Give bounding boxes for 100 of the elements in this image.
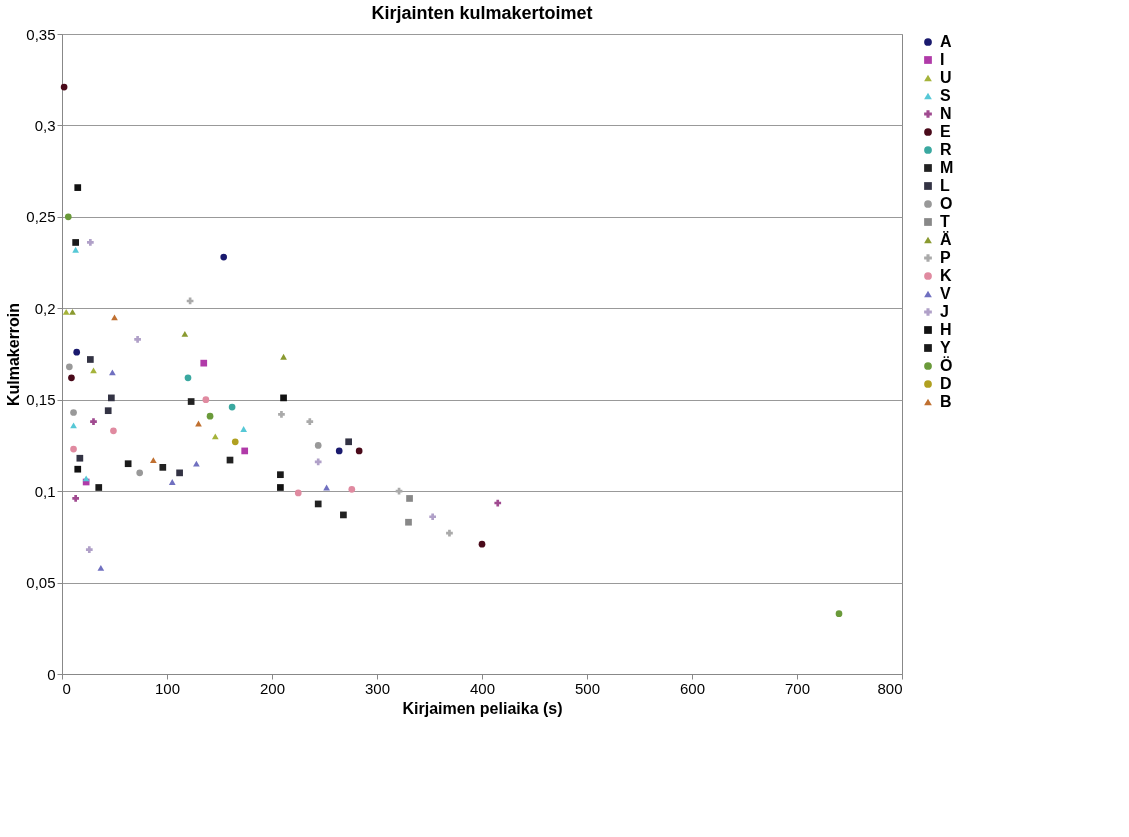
point	[62, 309, 70, 315]
y-tick-label: 0,2	[34, 299, 56, 317]
point	[70, 409, 77, 416]
point	[220, 253, 228, 261]
point	[494, 499, 502, 507]
point	[124, 460, 132, 468]
y-tick-label: 0,3	[34, 116, 56, 134]
point	[355, 447, 363, 455]
point	[406, 495, 413, 502]
point	[280, 394, 287, 402]
point	[134, 336, 141, 343]
point	[176, 469, 183, 477]
x-tick-label: 400	[469, 679, 496, 697]
legend-label: K	[940, 267, 952, 284]
legend-label: D	[940, 375, 952, 392]
point	[76, 454, 84, 462]
legend-label: E	[940, 123, 951, 140]
point	[85, 546, 93, 554]
y-tick-label: 0,25	[26, 208, 56, 226]
point	[335, 447, 343, 455]
point	[228, 403, 236, 411]
x-tick-label: 100	[154, 679, 181, 697]
point	[277, 471, 284, 479]
point	[104, 407, 112, 415]
point	[187, 398, 195, 405]
x-tick-label: 800	[877, 679, 903, 697]
point	[345, 438, 352, 446]
point	[95, 484, 103, 491]
x-tick-label: 600	[679, 679, 706, 697]
legend-label: R	[940, 141, 952, 158]
point	[211, 433, 219, 440]
point	[277, 484, 284, 491]
x-tick-label: 700	[784, 679, 811, 697]
point	[66, 363, 73, 371]
legend-label: Y	[940, 339, 951, 356]
point	[231, 438, 239, 446]
x-tick-label: 500	[574, 679, 601, 697]
y-tick-label: 0,35	[26, 25, 56, 43]
point	[70, 422, 77, 429]
point	[64, 213, 72, 221]
point	[278, 410, 285, 418]
point	[405, 518, 412, 526]
point	[69, 309, 76, 315]
legend-label: P	[940, 249, 951, 266]
point	[314, 458, 322, 466]
legend-label: V	[940, 285, 951, 302]
legend-label: U	[940, 69, 952, 86]
point	[446, 529, 453, 537]
legend-label: S	[940, 87, 951, 104]
y-tick-label: 0,05	[26, 574, 56, 592]
point	[90, 418, 97, 426]
point	[240, 426, 247, 432]
legend-label: M	[940, 159, 954, 176]
point	[72, 495, 79, 502]
point	[109, 369, 116, 376]
point	[73, 348, 81, 356]
legend-label: T	[940, 213, 950, 230]
point	[97, 565, 105, 571]
legend-label: I	[940, 51, 945, 68]
y-tick-label: 0,1	[34, 482, 56, 500]
point	[340, 511, 347, 519]
legend-label: B	[940, 393, 952, 410]
point	[478, 540, 486, 548]
point	[314, 500, 322, 508]
point	[87, 356, 94, 363]
legend-label: H	[940, 321, 952, 338]
x-tick-label: 0	[62, 679, 71, 697]
point	[70, 445, 77, 453]
legend-label: O	[940, 195, 953, 212]
legend-label: L	[940, 177, 950, 194]
y-tick-label: 0,15	[26, 391, 56, 409]
point	[294, 489, 302, 497]
legend-label: N	[940, 105, 952, 122]
point	[72, 239, 79, 246]
point	[184, 374, 192, 382]
point	[202, 396, 210, 404]
point	[193, 460, 200, 467]
point	[429, 513, 436, 521]
x-axis-title: Kirjaimen peliaika (s)	[402, 699, 563, 717]
point	[168, 479, 176, 485]
chart-title: Kirjainten kulmakertoimet	[371, 3, 593, 23]
point	[150, 457, 157, 463]
point	[74, 465, 82, 473]
point	[206, 412, 214, 420]
point	[241, 447, 249, 455]
point	[60, 83, 68, 91]
point	[348, 485, 356, 493]
point	[835, 610, 843, 617]
y-tick-label: 0	[47, 665, 56, 683]
point	[314, 442, 322, 449]
legend-label: J	[940, 303, 949, 320]
point	[306, 418, 314, 426]
point	[200, 359, 208, 367]
legend-label: A	[940, 33, 952, 50]
x-tick-label: 200	[259, 679, 286, 697]
legend-label: Ö	[940, 356, 953, 374]
point	[110, 427, 117, 435]
y-axis-title: Kulmakerroin	[5, 302, 23, 407]
point	[159, 464, 167, 471]
point	[74, 184, 82, 191]
